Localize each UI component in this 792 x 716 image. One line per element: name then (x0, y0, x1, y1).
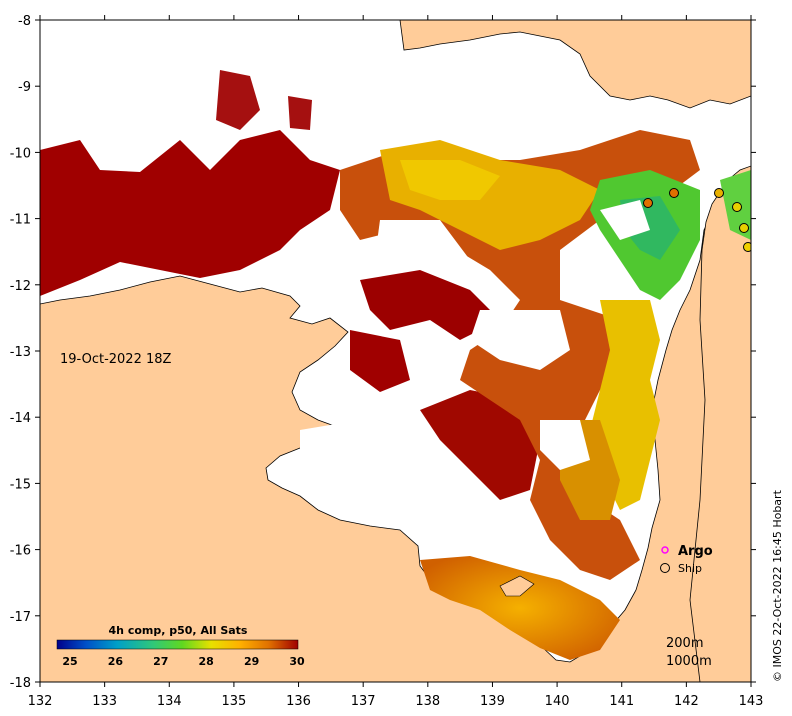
colorbar-tick-label: 28 (199, 655, 214, 668)
colorbar-tick-label: 27 (153, 655, 168, 668)
land-new-guinea (399, 20, 751, 109)
colorbar-title: 4h comp, p50, All Sats (109, 624, 248, 637)
x-tick-label: 135 (221, 694, 246, 709)
x-tick-label: 134 (157, 694, 182, 709)
x-tick-label: 138 (415, 694, 440, 709)
land-northern-australia (40, 169, 751, 682)
x-tick-label: 137 (351, 694, 376, 709)
y-tick-label: -13 (10, 345, 31, 360)
colorbar-tick-labels: 25 26 27 28 29 30 (62, 655, 305, 668)
map-plot-area (40, 20, 751, 682)
y-tick-label: -9 (18, 80, 31, 95)
colorbar-tick-label: 25 (62, 655, 77, 668)
y-axis-ticks: -8 -9 -10 -11 -12 -13 -14 -15 -16 -17 -18 (10, 14, 756, 691)
y-tick-label: -10 (10, 146, 31, 161)
x-tick-label: 136 (286, 694, 311, 709)
colorbar-tick-label: 30 (289, 655, 305, 668)
map-timestamp: 19-Oct-2022 18Z (60, 352, 172, 367)
sst-data-layer (40, 70, 751, 660)
colorbar: 4h comp, p50, All Sats 25 26 27 28 29 30 (56, 624, 305, 668)
y-tick-label: -16 (10, 544, 31, 559)
land-cape-york (689, 165, 751, 682)
imos-credit: © IMOS 22-Oct-2022 16:45 Hobart (771, 489, 784, 682)
y-tick-label: -15 (10, 477, 31, 492)
argo-legend-marker (661, 546, 669, 554)
x-tick-label: 140 (545, 694, 570, 709)
x-tick-label: 132 (28, 694, 53, 709)
x-axis-ticks: 132 133 134 135 136 137 138 139 140 141 142 143 (28, 15, 764, 709)
x-tick-label: 133 (92, 694, 117, 709)
colorbar-tick-label: 26 (108, 655, 124, 668)
ship-markers (643, 188, 751, 252)
argo-legend-label: Argo (678, 544, 713, 559)
y-tick-label: -17 (10, 610, 31, 625)
y-tick-label: -18 (10, 676, 31, 691)
colorbar-tick-label: 29 (244, 655, 259, 668)
isobath-1000-label: 1000m (666, 654, 712, 669)
colorbar-gradient (56, 639, 299, 650)
y-tick-label: -11 (10, 213, 31, 228)
ship-legend-label: Ship (678, 562, 702, 575)
ship-legend-marker (660, 563, 670, 573)
y-tick-label: -8 (18, 14, 31, 29)
y-tick-label: -14 (10, 411, 31, 426)
isobath-200-label: 200m (666, 636, 703, 651)
x-tick-label: 143 (739, 694, 764, 709)
marker-legend: Argo Ship (660, 544, 713, 575)
x-tick-label: 141 (609, 694, 634, 709)
y-tick-label: -12 (10, 279, 31, 294)
x-tick-label: 142 (674, 694, 699, 709)
x-tick-label: 139 (480, 694, 505, 709)
